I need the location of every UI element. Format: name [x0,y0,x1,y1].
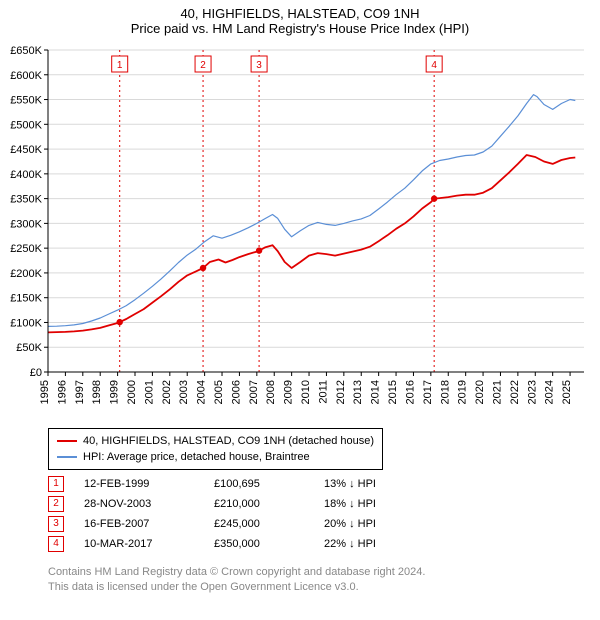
sale-price: £100,695 [214,474,304,494]
svg-text:2004: 2004 [196,380,208,404]
legend-item-hpi: HPI: Average price, detached house, Brai… [57,449,374,465]
svg-text:2016: 2016 [404,380,416,404]
svg-text:2011: 2011 [317,380,329,404]
svg-text:2014: 2014 [370,380,382,404]
svg-text:2018: 2018 [439,380,451,404]
sale-diff: 20% ↓ HPI [324,514,414,534]
legend-label: HPI: Average price, detached house, Brai… [83,449,310,465]
svg-text:2: 2 [200,60,206,71]
svg-text:£100K: £100K [10,317,42,329]
svg-text:2002: 2002 [161,380,173,404]
svg-text:1: 1 [117,60,123,71]
footer-line: This data is licensed under the Open Gov… [48,580,425,595]
svg-text:£50K: £50K [16,342,42,354]
footer-line: Contains HM Land Registry data © Crown c… [48,565,425,580]
sale-row: 1 12-FEB-1999 £100,695 13% ↓ HPI [48,474,414,494]
svg-text:4: 4 [431,60,437,71]
sale-marker: 3 [48,516,64,532]
sale-price: £245,000 [214,514,304,534]
legend-label: 40, HIGHFIELDS, HALSTEAD, CO9 1NH (detac… [83,433,374,449]
sale-price: £210,000 [214,494,304,514]
svg-text:2010: 2010 [300,380,312,404]
svg-text:2021: 2021 [491,380,503,404]
svg-text:2025: 2025 [561,380,573,404]
sale-marker: 4 [48,536,64,552]
svg-text:2015: 2015 [387,380,399,404]
svg-text:2001: 2001 [143,380,155,404]
svg-text:2012: 2012 [335,380,347,404]
svg-text:£500K: £500K [10,119,42,131]
sale-row: 4 10-MAR-2017 £350,000 22% ↓ HPI [48,534,414,554]
svg-text:£650K: £650K [10,45,42,57]
svg-text:£450K: £450K [10,144,42,156]
svg-text:1996: 1996 [56,380,68,404]
sale-row: 2 28-NOV-2003 £210,000 18% ↓ HPI [48,494,414,514]
footer: Contains HM Land Registry data © Crown c… [48,565,425,595]
svg-text:2013: 2013 [352,380,364,404]
sale-date: 16-FEB-2007 [84,514,194,534]
sale-diff: 22% ↓ HPI [324,534,414,554]
svg-text:2023: 2023 [526,380,538,404]
chart-title: 40, HIGHFIELDS, HALSTEAD, CO9 1NH [0,0,600,21]
legend-swatch [57,456,77,458]
sale-row: 3 16-FEB-2007 £245,000 20% ↓ HPI [48,514,414,534]
svg-text:1999: 1999 [109,380,121,404]
svg-text:2007: 2007 [248,380,260,404]
svg-text:£150K: £150K [10,293,42,305]
svg-text:£200K: £200K [10,268,42,280]
svg-text:2006: 2006 [230,380,242,404]
svg-text:£600K: £600K [10,70,42,82]
svg-text:2024: 2024 [544,380,556,404]
sale-date: 12-FEB-1999 [84,474,194,494]
legend-swatch [57,440,77,442]
legend: 40, HIGHFIELDS, HALSTEAD, CO9 1NH (detac… [48,428,383,470]
svg-text:1997: 1997 [74,380,86,404]
svg-text:2005: 2005 [213,380,225,404]
svg-text:2003: 2003 [178,380,190,404]
sale-diff: 13% ↓ HPI [324,474,414,494]
sale-diff: 18% ↓ HPI [324,494,414,514]
svg-text:£300K: £300K [10,218,42,230]
svg-text:1998: 1998 [91,380,103,404]
svg-text:£400K: £400K [10,169,42,181]
svg-text:2020: 2020 [474,380,486,404]
sales-table: 1 12-FEB-1999 £100,695 13% ↓ HPI 2 28-NOV-200… [48,474,414,554]
legend-item-property: 40, HIGHFIELDS, HALSTEAD, CO9 1NH (detac… [57,433,374,449]
svg-text:2019: 2019 [457,380,469,404]
chart-subtitle: Price paid vs. HM Land Registry's House … [0,21,600,40]
svg-text:1995: 1995 [39,380,51,404]
svg-text:2017: 2017 [422,380,434,404]
svg-text:£0: £0 [30,367,42,379]
svg-text:£250K: £250K [10,243,42,255]
sale-date: 28-NOV-2003 [84,494,194,514]
price-chart: £0 £50K £100K £150K £200K £250K £300K £350K £400… [0,44,600,424]
svg-text:2000: 2000 [126,380,138,404]
svg-text:£350K: £350K [10,194,42,206]
svg-text:3: 3 [256,60,262,71]
sale-date: 10-MAR-2017 [84,534,194,554]
svg-text:2009: 2009 [283,380,295,404]
svg-text:£550K: £550K [10,95,42,107]
sale-marker: 2 [48,496,64,512]
sale-price: £350,000 [214,534,304,554]
svg-text:2022: 2022 [509,380,521,404]
sale-marker: 1 [48,476,64,492]
svg-text:2008: 2008 [265,380,277,404]
